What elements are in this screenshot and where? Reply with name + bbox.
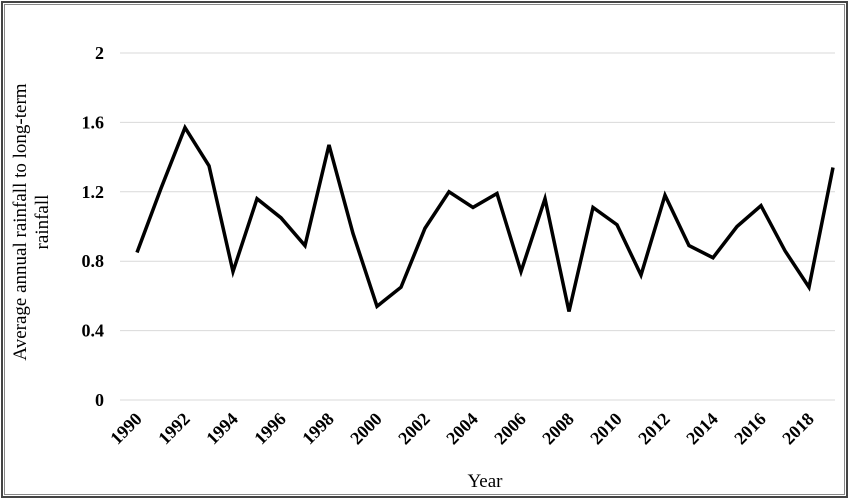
x-tick-label: 1992 <box>154 409 194 449</box>
x-tick-label: 2008 <box>538 409 578 449</box>
y-axis-label: Average annual rainfall to long-term rai… <box>10 83 53 361</box>
x-tick-label: 2000 <box>346 409 386 449</box>
x-tick-label: 2016 <box>730 409 770 449</box>
y-tick-label: 0 <box>95 390 104 410</box>
y-tick-label: 0.4 <box>82 321 105 341</box>
y-tick-label: 1.2 <box>82 182 105 202</box>
x-tick-label: 2012 <box>634 409 674 449</box>
x-tick-label: 2002 <box>394 409 434 449</box>
x-tick-label: 2004 <box>442 409 482 449</box>
x-tick-label: 2010 <box>586 409 626 449</box>
x-tick-label: 2018 <box>778 409 818 449</box>
line-series <box>135 123 835 312</box>
x-tick-label: 1990 <box>106 409 146 449</box>
x-tick-label: 2006 <box>490 409 530 449</box>
x-tick-label: 1998 <box>298 409 338 449</box>
y-tick-label: 0.8 <box>82 251 105 271</box>
x-axis-label: Year <box>467 471 503 492</box>
x-tick-label: 2014 <box>682 409 722 449</box>
y-tick-label: 1.6 <box>82 112 105 132</box>
y-tick-label: 2 <box>95 43 104 63</box>
x-tick-label: 1994 <box>202 409 242 449</box>
x-tick-label: 1996 <box>250 409 290 449</box>
